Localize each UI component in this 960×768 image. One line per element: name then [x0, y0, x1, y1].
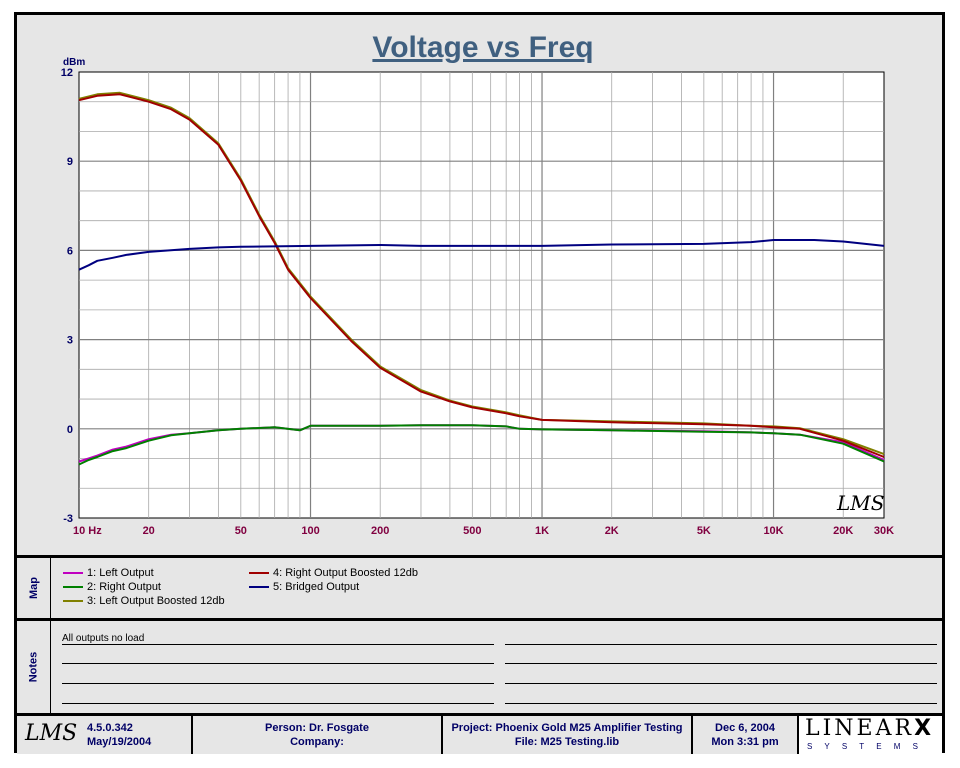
chart-area: Voltage vs Freq dBm 10 Hz 20 50 100 200 500 1K… — [17, 15, 942, 555]
time-text: Mon 3:31 pm — [711, 736, 779, 748]
file-text: File: M25 Testing.lib — [514, 736, 620, 748]
brand-text: LINEAR — [805, 716, 915, 741]
legend-item: 2: Right Output — [63, 581, 161, 593]
footer-date: Dec 6, 2004 Mon 3:31 pm — [693, 716, 799, 754]
legend-label: 5: Bridged Output — [273, 581, 360, 593]
chart-svg: Voltage vs Freq dBm 10 Hz 20 50 100 200 500 1K… — [61, 31, 894, 537]
chart-title: Voltage vs Freq — [372, 31, 593, 64]
y-axis-label: dBm — [63, 57, 85, 68]
legend-item: 3: Left Output Boosted 12db — [63, 595, 225, 607]
footer-project: Project: Phoenix Gold M25 Amplifier Test… — [443, 716, 693, 754]
footer-logo: LMS — [25, 721, 78, 746]
person-text: Person: Dr. Fosgate — [265, 722, 369, 734]
legend-label: 2: Right Output — [87, 581, 161, 593]
legend-label: 3: Left Output Boosted 12db — [87, 595, 225, 607]
watermark: LMS — [836, 491, 884, 515]
legend-item: 1: Left Output — [63, 567, 154, 579]
plot-background — [78, 71, 885, 519]
company-text: Company: — [290, 736, 344, 748]
legend-swatch — [249, 572, 269, 574]
brand-logo: LINEARX S Y S T E M S — [799, 716, 942, 754]
tick-labels: 10 Hz 20 50 100 200 500 1K 2K 5K 10K 20K 30K 12 9 6 3 0 -… — [61, 67, 894, 537]
footer: LMS 4.5.0.342 May/19/2004 Person: Dr. Fo… — [17, 716, 942, 754]
x-tick-label: 2K — [605, 525, 619, 537]
report-frame: Voltage vs Freq dBm 10 Hz 20 50 100 200 500 1K… — [14, 12, 945, 754]
grid — [79, 72, 884, 518]
x-tick-label: 200 — [371, 525, 389, 537]
legend-swatch — [63, 600, 83, 602]
footer-version: LMS 4.5.0.342 May/19/2004 — [17, 716, 193, 754]
x-tick-label: 10 Hz — [73, 525, 102, 537]
separator — [17, 555, 942, 558]
footer-person: Person: Dr. Fosgate Company: — [193, 716, 443, 754]
notes-text: All outputs no load — [62, 633, 145, 644]
legend-swatch — [63, 572, 83, 574]
y-tick-label: 12 — [61, 67, 73, 79]
map-label: Map — [17, 558, 51, 618]
brand-x: X — [914, 716, 935, 741]
y-tick-label: -3 — [63, 513, 73, 525]
series-line-2 — [78, 424, 885, 466]
legend-swatch — [249, 586, 269, 588]
series-line-4 — [78, 93, 885, 458]
legend-item: 4: Right Output Boosted 12db — [249, 567, 418, 579]
x-tick-label: 500 — [463, 525, 481, 537]
x-tick-label: 30K — [874, 525, 894, 537]
x-tick-label: 100 — [301, 525, 319, 537]
y-tick-label: 6 — [67, 245, 73, 257]
series-lines — [78, 91, 885, 466]
x-tick-label: 20 — [143, 525, 155, 537]
project-text: Project: Phoenix Gold M25 Amplifier Test… — [451, 722, 683, 734]
legend-item: 5: Bridged Output — [249, 581, 359, 593]
version-date: May/19/2004 — [87, 736, 152, 748]
date-text: Dec 6, 2004 — [715, 722, 775, 734]
y-tick-label: 3 — [67, 335, 73, 347]
notes-label-text: Notes — [27, 651, 40, 683]
x-tick-label: 50 — [235, 525, 247, 537]
x-tick-label: 5K — [697, 525, 711, 537]
brand-subtitle: S Y S T E M S — [807, 742, 923, 751]
y-tick-label: 0 — [67, 424, 73, 436]
series-line-5 — [78, 239, 885, 271]
x-tick-label: 20K — [833, 525, 853, 537]
notes-label: Notes — [17, 621, 51, 713]
map-label-text: Map — [27, 577, 40, 599]
separator — [17, 713, 942, 716]
x-tick-label: 1K — [535, 525, 549, 537]
version-number: 4.5.0.342 — [87, 722, 133, 734]
legend-swatch — [63, 586, 83, 588]
separator — [17, 618, 942, 621]
legend-label: 1: Left Output — [87, 567, 154, 579]
y-tick-label: 9 — [67, 156, 73, 168]
x-tick-label: 10K — [763, 525, 783, 537]
legend-label: 4: Right Output Boosted 12db — [273, 567, 418, 579]
